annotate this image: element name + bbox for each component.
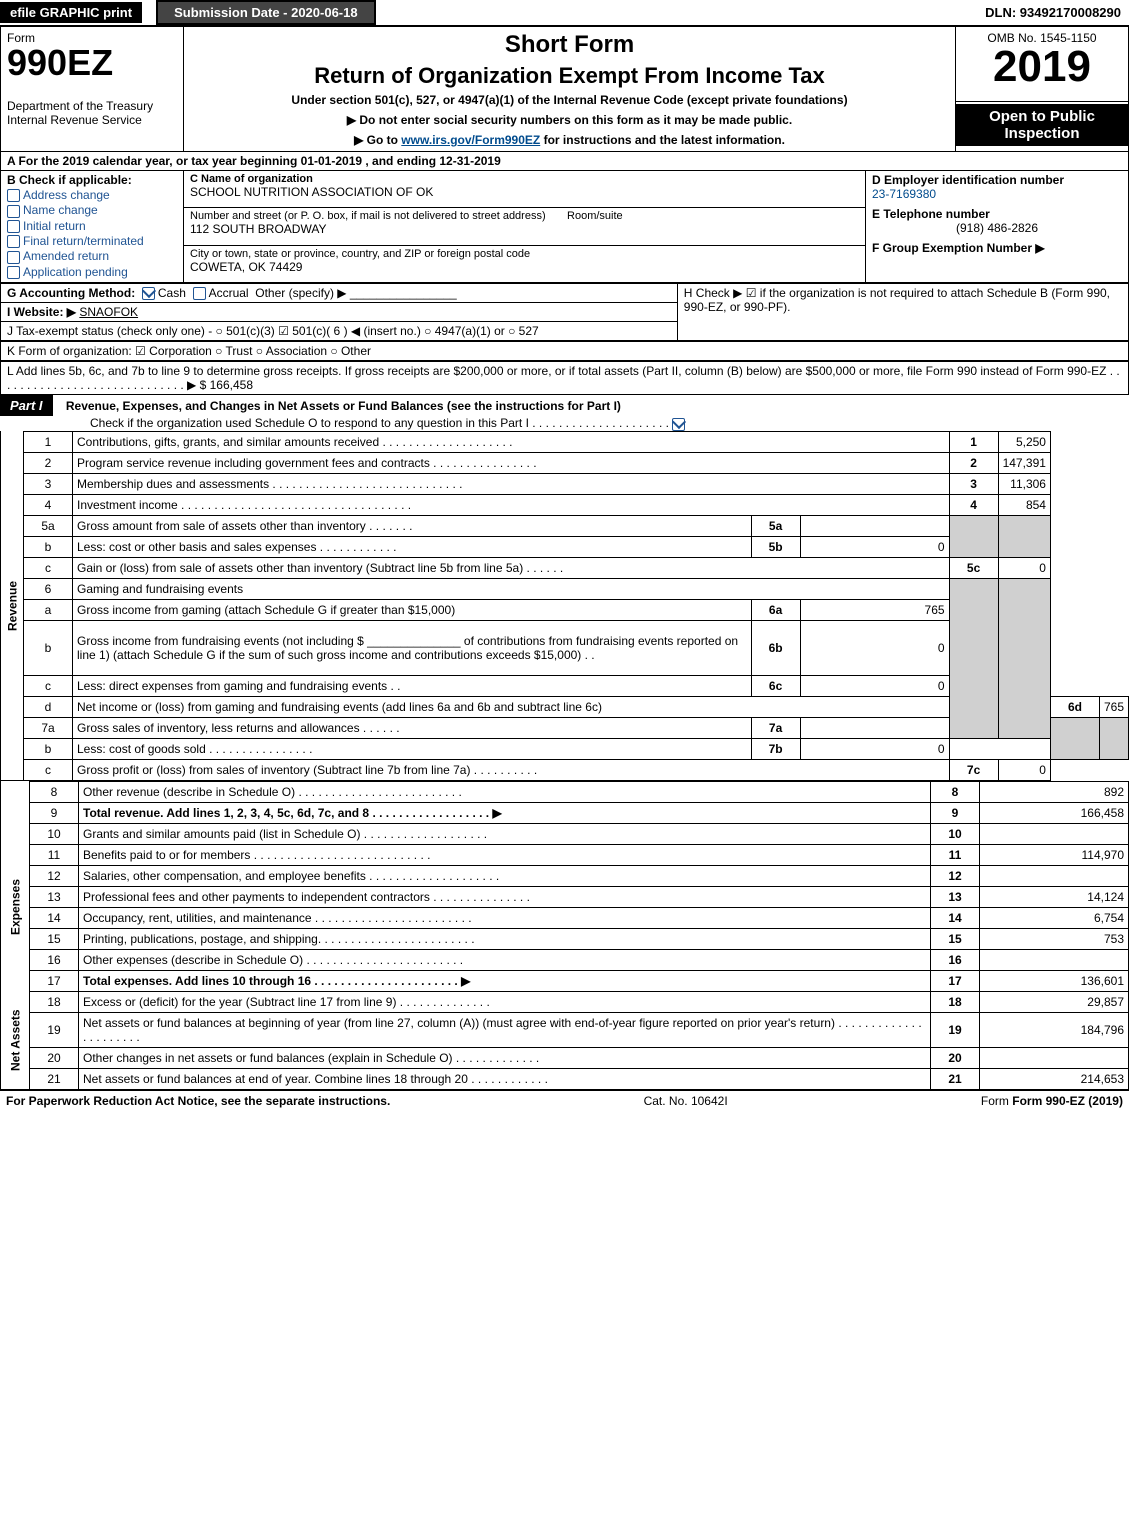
row-g-label: G Accounting Method: [7,286,135,300]
rows-g-h: G Accounting Method: Cash Accrual Other … [0,283,1129,341]
box-d-label: D Employer identification number [872,173,1122,187]
l5c-val: 0 [998,557,1050,578]
l6d-val: 765 [1099,696,1128,717]
l1-col: 1 [949,431,998,452]
check-address-change[interactable]: Address change [7,188,177,202]
part1-checkbox[interactable] [672,418,685,431]
footer-left: For Paperwork Reduction Act Notice, see … [6,1094,390,1108]
l4-val: 854 [998,494,1050,515]
l21-val: 214,653 [980,1068,1129,1089]
footer-mid: Cat. No. 10642I [644,1094,728,1108]
l7c-val: 0 [998,759,1050,780]
section-revenue: Revenue [1,431,24,780]
part1-title: Revenue, Expenses, and Changes in Net As… [56,399,621,413]
part1-table: Revenue 1 Contributions, gifts, grants, … [0,431,1129,781]
street-address: 112 SOUTH BROADWAY [190,222,859,236]
dept-label: Department of the Treasury [7,99,177,113]
phone-value: (918) 486-2826 [872,221,1122,235]
l1-desc: Contributions, gifts, grants, and simila… [73,431,950,452]
l2-val: 147,391 [998,452,1050,473]
box-b-title: B Check if applicable: [7,173,177,187]
row-l: L Add lines 5b, 6c, and 7b to line 9 to … [1,362,1129,395]
tax-year: 2019 [962,45,1122,89]
addr-label: Number and street (or P. O. box, if mail… [190,210,859,222]
l13-val: 14,124 [980,886,1129,907]
part1-header: Part I [0,395,53,416]
form-number: 990EZ [7,45,177,81]
notice-link: ▶ Go to www.irs.gov/Form990EZ for instru… [190,133,949,147]
footer: For Paperwork Reduction Act Notice, see … [0,1090,1129,1111]
ein-value: 23-7169380 [872,187,1122,201]
row-a-period: A For the 2019 calendar year, or tax yea… [0,152,1129,170]
box-c-label: C Name of organization [190,173,859,185]
l8-val: 892 [980,781,1129,802]
section-expenses: Expenses [1,823,30,991]
l11-val: 114,970 [980,844,1129,865]
submission-date: Submission Date - 2020-06-18 [156,0,376,25]
check-initial-return[interactable]: Initial return [7,219,177,233]
dln-number: DLN: 93492170008290 [977,2,1129,23]
title-main: Return of Organization Exempt From Incom… [190,63,949,89]
l2-desc: Program service revenue including govern… [73,452,950,473]
open-public-badge: Open to Public Inspection [956,104,1128,146]
check-amended-return[interactable]: Amended return [7,249,177,263]
notice-ssn: ▶ Do not enter social security numbers o… [190,113,949,127]
section-netassets: Net Assets [1,991,30,1089]
l19-val: 184,796 [980,1012,1129,1047]
row-j: J Tax-exempt status (check only one) - ○… [1,322,678,341]
box-e-label: E Telephone number [872,207,1122,221]
l14-val: 6,754 [980,907,1129,928]
l9-val: 166,458 [980,802,1129,823]
irs-link[interactable]: www.irs.gov/Form990EZ [401,133,540,147]
city-label: City or town, state or province, country… [190,248,859,260]
row-k: K Form of organization: ☑ Corporation ○ … [1,342,1129,361]
l6c-val: 0 [800,675,949,696]
box-f-label: F Group Exemption Number ▶ [872,241,1122,255]
check-application-pending[interactable]: Application pending [7,265,177,279]
check-final-return[interactable]: Final return/terminated [7,234,177,248]
l15-val: 753 [980,928,1129,949]
l18-val: 29,857 [980,991,1129,1012]
org-name: SCHOOL NUTRITION ASSOCIATION OF OK [190,185,859,199]
footer-right: Form Form 990-EZ (2019) [981,1094,1123,1108]
irs-label: Internal Revenue Service [7,113,177,127]
l5b-val: 0 [800,536,949,557]
l7b-val: 0 [800,738,949,759]
l17-val: 136,601 [980,970,1129,991]
notice2-post: for instructions and the latest informat… [540,133,785,147]
l3-val: 11,306 [998,473,1050,494]
l2-no: 2 [24,452,73,473]
check-accrual[interactable] [193,287,206,300]
l1-no: 1 [24,431,73,452]
l6a-val: 765 [800,599,949,620]
title-sub: Under section 501(c), 527, or 4947(a)(1)… [190,93,949,107]
top-bar: efile GRAPHIC print Submission Date - 20… [0,0,1129,26]
other-specify: Other (specify) ▶ [255,286,346,300]
check-name-change[interactable]: Name change [7,203,177,217]
org-info-table: B Check if applicable: Address change Na… [0,170,1129,283]
form-header: Form 990EZ Department of the Treasury In… [0,26,1129,152]
title-short: Short Form [190,31,949,59]
row-i-label: I Website: ▶ [7,305,76,319]
part1-check-line: Check if the organization used Schedule … [0,416,1129,430]
efile-print-button[interactable]: efile GRAPHIC print [0,2,142,23]
l6b-val: 0 [800,620,949,675]
website-value: SNAOFOK [79,305,138,319]
notice2-pre: ▶ Go to [354,133,401,147]
city-state-zip: COWETA, OK 74429 [190,260,859,274]
check-cash[interactable] [142,287,155,300]
row-h: H Check ▶ ☑ if the organization is not r… [684,286,1122,314]
l1-val: 5,250 [998,431,1050,452]
